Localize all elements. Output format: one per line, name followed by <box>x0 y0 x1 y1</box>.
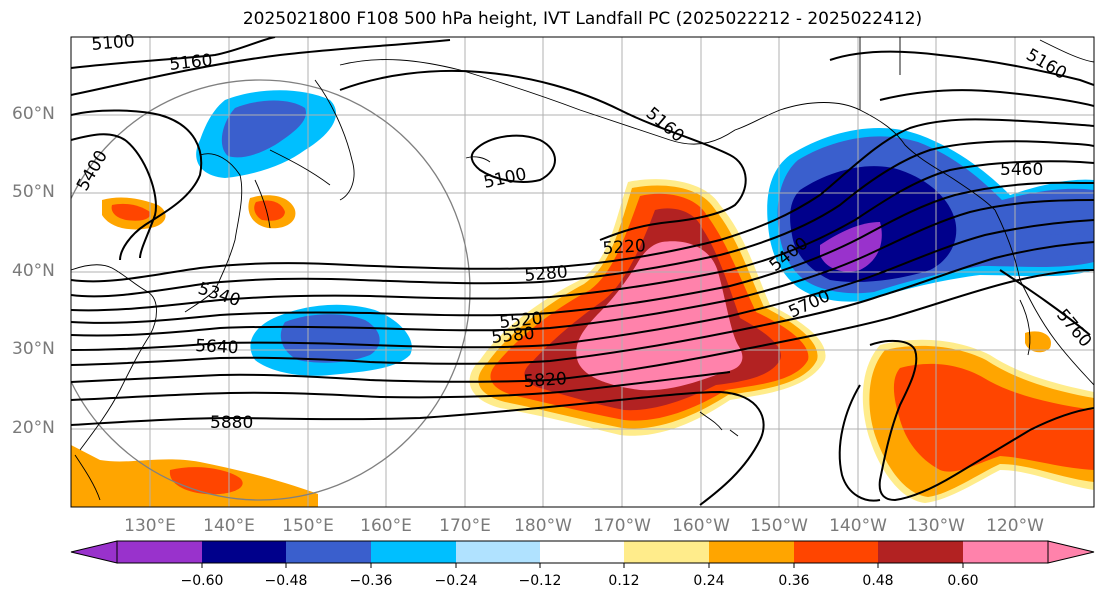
contour-label: 5280 <box>524 262 569 286</box>
contour-label: 5820 <box>523 369 568 392</box>
coastlines <box>71 37 1094 501</box>
colorbar-ticks <box>201 563 964 568</box>
colorbar-segments <box>116 540 1049 564</box>
plot-frame <box>70 36 1095 508</box>
contour-label: 5520 <box>498 309 543 333</box>
contour-label: 5100 <box>91 31 136 55</box>
colorbar-segment <box>456 541 540 563</box>
lon-label: 160°W <box>672 516 730 536</box>
map-title: 2025021800 F108 500 hPa height, IVT Land… <box>242 9 923 29</box>
lat-label: 30°N <box>12 339 55 359</box>
colorbar-tick-label: 0.24 <box>693 573 725 589</box>
contour-label: 5640 <box>195 336 239 358</box>
colorbar-segment <box>794 541 878 563</box>
colorbar-tick-label: −0.48 <box>264 573 308 589</box>
colorbar-segment <box>878 541 963 563</box>
lon-label: 130°E <box>124 516 176 536</box>
colorbar-segment <box>709 541 794 563</box>
colorbar-tick-label: 0.60 <box>947 573 979 589</box>
lon-label: 170°W <box>593 516 651 536</box>
lat-label: 60°N <box>12 104 55 124</box>
colorbar-segment <box>624 541 709 563</box>
lon-label: 140°W <box>829 516 887 536</box>
colorbar-segment <box>540 541 624 563</box>
colorbar-tick-label: −0.24 <box>434 573 478 589</box>
contour-label-group: 5100 5160 5400 5100 5160 5160 5460 5220 … <box>73 31 1095 433</box>
lon-label: 150°W <box>750 516 808 536</box>
colorbar <box>70 540 1095 568</box>
lon-label: 140°E <box>203 516 255 536</box>
lat-label: 40°N <box>12 261 55 281</box>
colorbar-tick-label: 0.36 <box>778 573 810 589</box>
lon-label: 160°E <box>360 516 412 536</box>
colorbar-tick-label: 0.48 <box>862 573 894 589</box>
contour-label: 5220 <box>602 236 647 259</box>
colorbar-segment <box>963 541 1048 563</box>
map-plot-area <box>71 37 1094 507</box>
colorbar-segment <box>202 541 286 563</box>
contour-label: 5880 <box>210 413 253 433</box>
lon-label: 130°W <box>907 516 965 536</box>
colorbar-max-extend <box>1047 540 1095 564</box>
colorbar-tick-label: 0.12 <box>608 573 640 589</box>
height-contours <box>71 37 1094 506</box>
colorbar-tick-label: −0.60 <box>180 573 224 589</box>
contour-label: 5160 <box>168 51 213 75</box>
colorbar-segment <box>117 541 202 563</box>
lon-label: 150°E <box>282 516 334 536</box>
colorbar-tick-label: −0.12 <box>518 573 562 589</box>
colorbar-min-extend <box>70 540 118 564</box>
lon-label: 170°E <box>439 516 491 536</box>
reference-circle <box>71 79 471 501</box>
colorbar-segment <box>286 541 371 563</box>
lon-label: 180°W <box>514 516 572 536</box>
positive-ivt-southeast <box>862 339 1094 503</box>
contour-label: 5460 <box>1000 160 1043 180</box>
colorbar-segment <box>371 541 456 563</box>
colorbar-tick-label: −0.36 <box>349 573 393 589</box>
contour-label: 5580 <box>490 324 535 348</box>
lon-label: 120°W <box>986 516 1044 536</box>
lat-label: 50°N <box>12 182 55 202</box>
lat-label: 20°N <box>12 418 55 438</box>
